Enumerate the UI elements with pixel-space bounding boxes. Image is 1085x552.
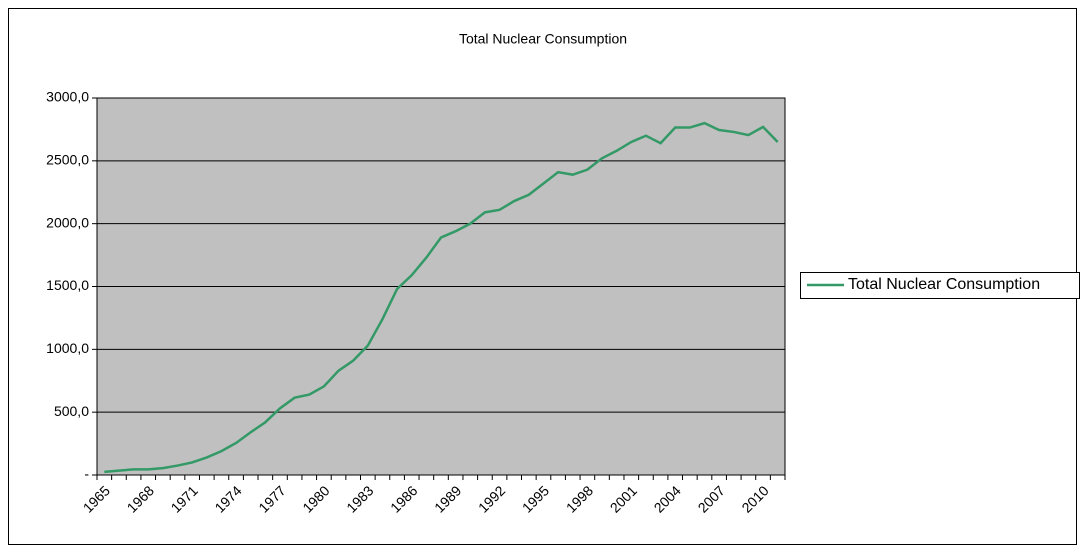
- chart-title: Total Nuclear Consumption: [459, 31, 627, 47]
- y-tick-label: 1500,0: [46, 277, 89, 293]
- y-tick-label: 2500,0: [46, 152, 89, 168]
- legend-box: [800, 272, 1080, 299]
- legend-label: Total Nuclear Consumption: [848, 276, 1040, 293]
- data-line: [104, 121, 779, 474]
- y-tick-label: 2000,0: [46, 214, 89, 230]
- y-tick-label: -: [84, 466, 89, 482]
- y-tick-label: 500,0: [54, 403, 89, 419]
- y-tick-label: 1000,0: [46, 340, 89, 356]
- y-tick-label: 3000,0: [46, 89, 89, 105]
